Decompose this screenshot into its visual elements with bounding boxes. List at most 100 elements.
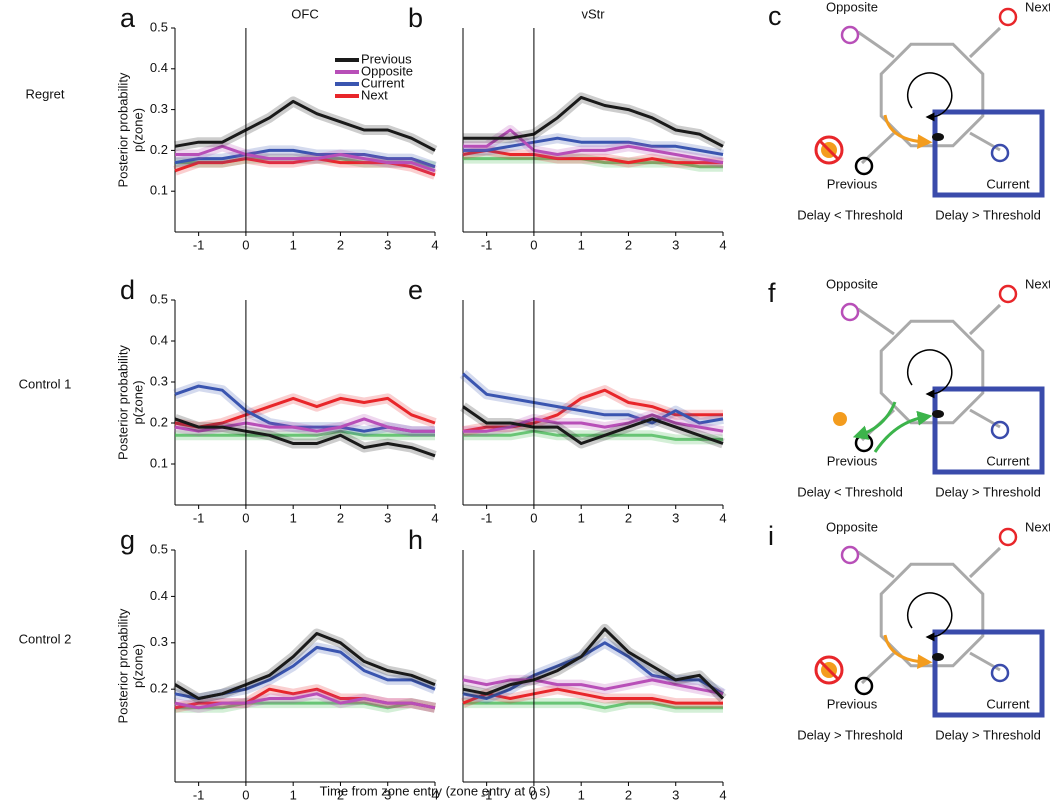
panel-letter: a xyxy=(120,3,136,33)
delay-caption: Delay > Threshold xyxy=(935,207,1041,222)
maze-arm xyxy=(857,30,895,59)
maze-track xyxy=(879,319,985,425)
panel-letter: d xyxy=(120,275,135,305)
y-tick-label: 0.5 xyxy=(150,541,168,556)
panel-chart: h -1 0 1 2 3 4 xyxy=(408,525,727,800)
x-tick-label: -1 xyxy=(481,787,493,800)
maze-arm xyxy=(968,303,1002,336)
panel-chart: d Control 1 Posterior probability p(zone) 0.… xyxy=(19,275,439,525)
x-tick-label: 4 xyxy=(431,237,438,252)
legend-label: Current xyxy=(361,75,405,90)
series-line xyxy=(462,148,723,165)
x-tick-label: 2 xyxy=(625,237,632,252)
zone-label: Next xyxy=(1025,276,1050,291)
delay-caption: Delay > Threshold xyxy=(797,727,903,742)
x-tick-label: -1 xyxy=(193,510,205,525)
panel-title: vStr xyxy=(581,6,605,21)
x-tick-label: 1 xyxy=(290,237,297,252)
panel-chart: g Control 2 Posterior probability p(zone) 0.… xyxy=(19,525,439,800)
x-tick-label: 0 xyxy=(530,510,537,525)
delay-caption: Delay < Threshold xyxy=(797,207,903,222)
y-axis-label: Posterior probability xyxy=(115,608,130,723)
y-tick-label: 0.1 xyxy=(150,183,168,198)
panel-chart: b vStr -1 0 1 2 3 4 xyxy=(408,3,727,252)
x-axis-label: Time from zone entry (zone entry at 0 s) xyxy=(320,783,551,798)
zone-label: Opposite xyxy=(826,276,878,291)
x-tick-label: -1 xyxy=(481,510,493,525)
x-tick-label: 3 xyxy=(672,787,679,800)
zone-label: Previous xyxy=(827,453,878,468)
y-tick-label: 0.2 xyxy=(150,142,168,157)
forbidden-sign xyxy=(818,139,840,161)
zone-opposite xyxy=(840,545,860,565)
panel-letter: i xyxy=(768,521,774,551)
x-tick-label: 3 xyxy=(672,510,679,525)
x-tick-label: 2 xyxy=(625,510,632,525)
panel-letter: f xyxy=(768,278,776,308)
y-tick-label: 0.3 xyxy=(150,634,168,649)
maze-arm xyxy=(968,26,1002,59)
reward xyxy=(833,412,847,426)
x-tick-label: -1 xyxy=(193,237,205,252)
y-axis-label: Posterior probability xyxy=(115,72,130,187)
zone-previous xyxy=(854,676,874,696)
series-line xyxy=(462,678,724,696)
x-tick-label: 1 xyxy=(578,237,585,252)
y-tick-label: 0.5 xyxy=(150,291,168,306)
series-line xyxy=(174,692,436,710)
legend-label: Opposite xyxy=(361,63,413,78)
legend-label: Previous xyxy=(361,51,412,66)
series-line xyxy=(463,701,723,710)
series-line xyxy=(462,405,724,445)
rotation-arrow xyxy=(907,592,953,642)
current-zone-box xyxy=(932,386,1045,475)
panel-letter: e xyxy=(408,275,423,305)
series-line xyxy=(174,632,436,700)
zone-label: Next xyxy=(1025,0,1050,14)
zone-label: Next xyxy=(1025,519,1050,534)
zone-label: Previous xyxy=(827,176,878,191)
series-line xyxy=(175,701,436,710)
y-tick-label: 0.4 xyxy=(150,332,168,347)
series-line xyxy=(463,95,724,148)
x-tick-label: 4 xyxy=(719,510,726,525)
delay-caption: Delay < Threshold xyxy=(797,484,903,499)
current-zone-box xyxy=(932,109,1045,198)
x-tick-label: 2 xyxy=(625,787,632,800)
zone-previous xyxy=(854,156,874,176)
panel-letter: g xyxy=(120,525,135,555)
forbidden-sign xyxy=(818,659,840,681)
zone-label: Opposite xyxy=(826,0,878,14)
x-tick-label: 4 xyxy=(719,237,726,252)
maze-arm xyxy=(857,307,895,336)
x-tick-label: 1 xyxy=(290,787,297,800)
rat xyxy=(932,133,944,141)
x-tick-label: 0 xyxy=(242,787,249,800)
x-tick-label: 0 xyxy=(242,510,249,525)
return-arrow xyxy=(852,401,897,440)
x-tick-label: 1 xyxy=(290,510,297,525)
panel-chart: e -1 0 1 2 3 4 xyxy=(408,275,727,525)
zone-label: Current xyxy=(986,696,1030,711)
maze-track xyxy=(879,42,985,148)
maze-diagram: f Opposite Next Previous Current Delay < Thre… xyxy=(768,276,1050,499)
zone-label: Opposite xyxy=(826,519,878,534)
skip-arrow xyxy=(883,634,933,670)
x-tick-label: 1 xyxy=(578,787,585,800)
x-tick-label: 2 xyxy=(337,787,344,800)
series-line xyxy=(463,429,723,441)
y-axis-label: Posterior probability xyxy=(115,345,130,460)
y-tick-label: 0.2 xyxy=(150,681,168,696)
rat xyxy=(932,653,944,661)
series-line xyxy=(174,148,436,169)
series-line xyxy=(462,687,723,705)
zone-opposite xyxy=(840,302,860,322)
series-line xyxy=(463,136,724,156)
rotation-arrow xyxy=(907,72,953,122)
forbidden-sign xyxy=(814,135,844,165)
maze-diagram: i Opposite Next Previous Current Delay > Thre… xyxy=(768,519,1050,742)
x-tick-label: 4 xyxy=(431,510,438,525)
panel-chart: a OFC Regret Posterior probability p(zone) 0.… xyxy=(25,3,438,252)
delay-caption: Delay > Threshold xyxy=(935,727,1041,742)
